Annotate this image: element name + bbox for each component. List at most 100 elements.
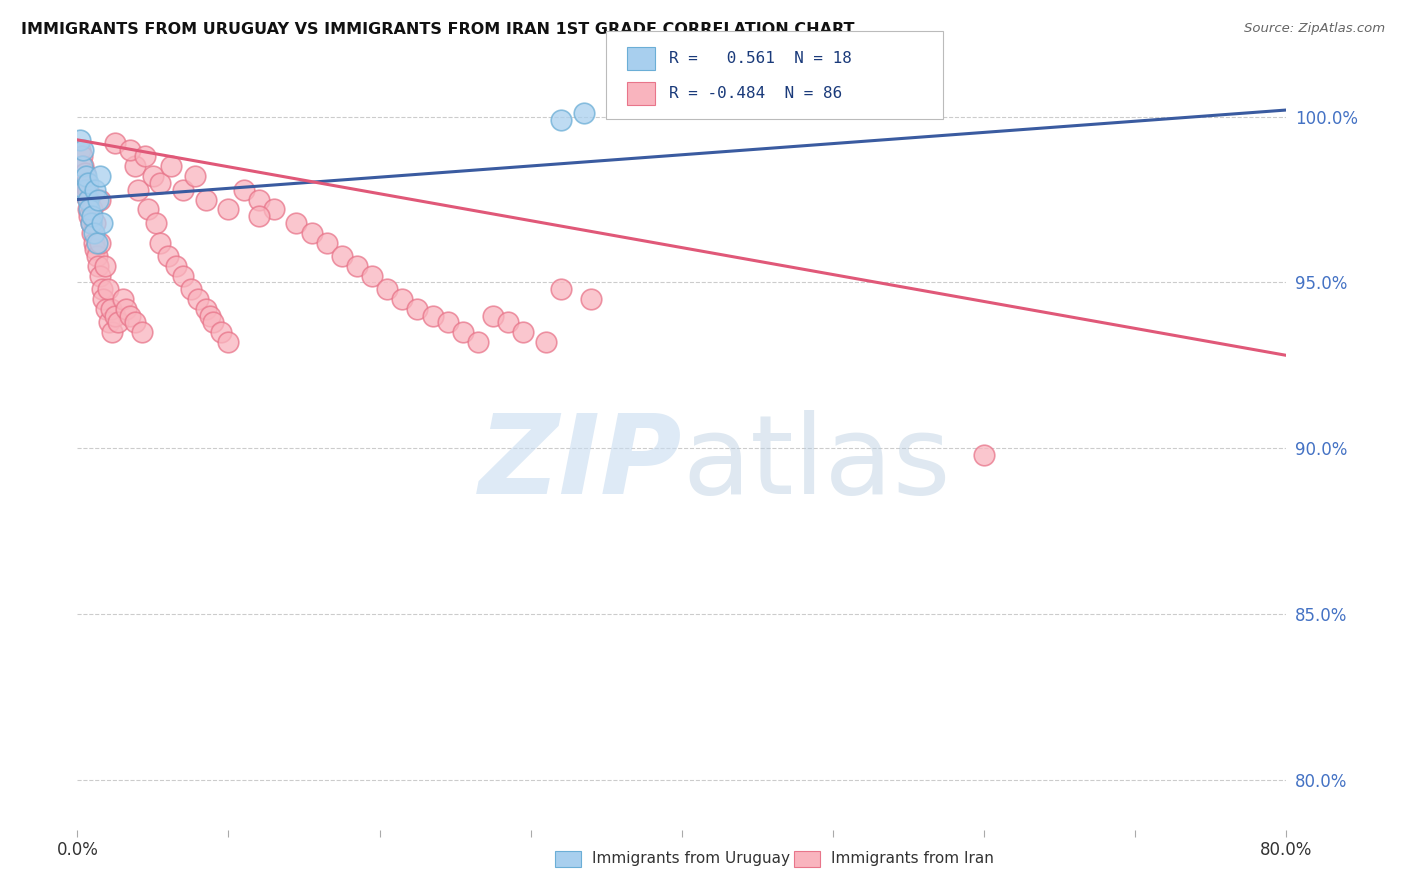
Point (263, 202, 285, 217)
Point (86, 235, 108, 250)
Point (194, 301, 217, 316)
Point (83, 226, 105, 240)
Text: IMMIGRANTS FROM URUGUAY VS IMMIGRANTS FROM IRAN 1ST GRADE CORRELATION CHART: IMMIGRANTS FROM URUGUAY VS IMMIGRANTS FR… (21, 22, 855, 37)
Point (83, 235, 105, 250)
Point (346, 259, 368, 273)
Point (79, 202, 101, 217)
Point (90, 282, 112, 296)
Point (77, 183, 100, 197)
Point (180, 282, 202, 296)
Point (90, 216, 112, 230)
Point (247, 209, 270, 223)
Point (496, 315, 519, 329)
Point (134, 149, 156, 163)
Point (550, 112, 572, 127)
Point (75, 189, 97, 203)
Point (209, 325, 232, 339)
Point (200, 309, 222, 323)
Point (361, 268, 384, 283)
Point (89, 268, 111, 283)
Point (89, 235, 111, 250)
Point (89, 193, 111, 207)
Point (375, 282, 398, 296)
Text: R =   0.561  N = 18: R = 0.561 N = 18 (669, 52, 852, 66)
Point (172, 268, 194, 283)
Point (973, 448, 995, 462)
Point (218, 335, 240, 350)
Point (89, 169, 111, 184)
Point (138, 202, 160, 217)
Point (75, 176, 97, 190)
Point (96, 282, 118, 296)
Point (79, 193, 101, 207)
Point (72, 143, 94, 157)
Point (202, 315, 225, 329)
Point (550, 282, 572, 296)
Point (82, 226, 104, 240)
Point (124, 315, 146, 329)
Point (107, 315, 129, 329)
Point (104, 136, 127, 150)
Point (512, 325, 534, 339)
Point (114, 301, 136, 316)
Point (218, 202, 240, 217)
Point (247, 193, 270, 207)
Point (98, 315, 121, 329)
Point (145, 216, 167, 230)
Point (127, 183, 149, 197)
Point (149, 235, 172, 250)
Point (100, 301, 122, 316)
Point (77, 176, 100, 190)
Text: ZIP: ZIP (478, 410, 682, 517)
Point (111, 292, 134, 306)
Point (482, 309, 505, 323)
Point (93, 259, 115, 273)
Point (149, 176, 172, 190)
Point (124, 160, 146, 174)
Point (120, 143, 142, 157)
Text: Source: ZipAtlas.com: Source: ZipAtlas.com (1244, 22, 1385, 36)
Point (301, 226, 323, 240)
Point (73, 183, 96, 197)
Point (581, 292, 603, 306)
Point (80, 216, 103, 230)
Point (194, 193, 217, 207)
Point (79, 209, 101, 223)
Point (84, 216, 107, 230)
Point (184, 169, 207, 184)
Text: atlas: atlas (682, 410, 950, 517)
Text: Immigrants from Iran: Immigrants from Iran (831, 852, 994, 866)
Point (70, 160, 93, 174)
Point (84, 242, 107, 256)
Point (86, 249, 108, 263)
Point (73, 179, 96, 194)
Point (467, 335, 489, 350)
Point (69, 143, 91, 157)
Point (80, 216, 103, 230)
Point (104, 309, 127, 323)
Point (160, 160, 183, 174)
Point (315, 235, 337, 250)
Point (172, 183, 194, 197)
Point (187, 292, 209, 306)
Point (572, 106, 595, 120)
Point (422, 309, 444, 323)
Point (73, 166, 96, 180)
Text: Immigrants from Uruguay: Immigrants from Uruguay (592, 852, 790, 866)
Point (157, 249, 180, 263)
Point (101, 325, 124, 339)
Point (69, 133, 91, 147)
Point (82, 209, 104, 223)
Point (70, 149, 93, 163)
Point (330, 249, 353, 263)
Point (72, 160, 94, 174)
Point (87, 193, 110, 207)
Text: R = -0.484  N = 86: R = -0.484 N = 86 (669, 87, 842, 101)
Point (436, 315, 458, 329)
Point (82, 202, 104, 217)
Point (165, 259, 187, 273)
Point (232, 183, 254, 197)
Point (75, 169, 97, 184)
Point (77, 202, 100, 217)
Point (91, 292, 114, 306)
